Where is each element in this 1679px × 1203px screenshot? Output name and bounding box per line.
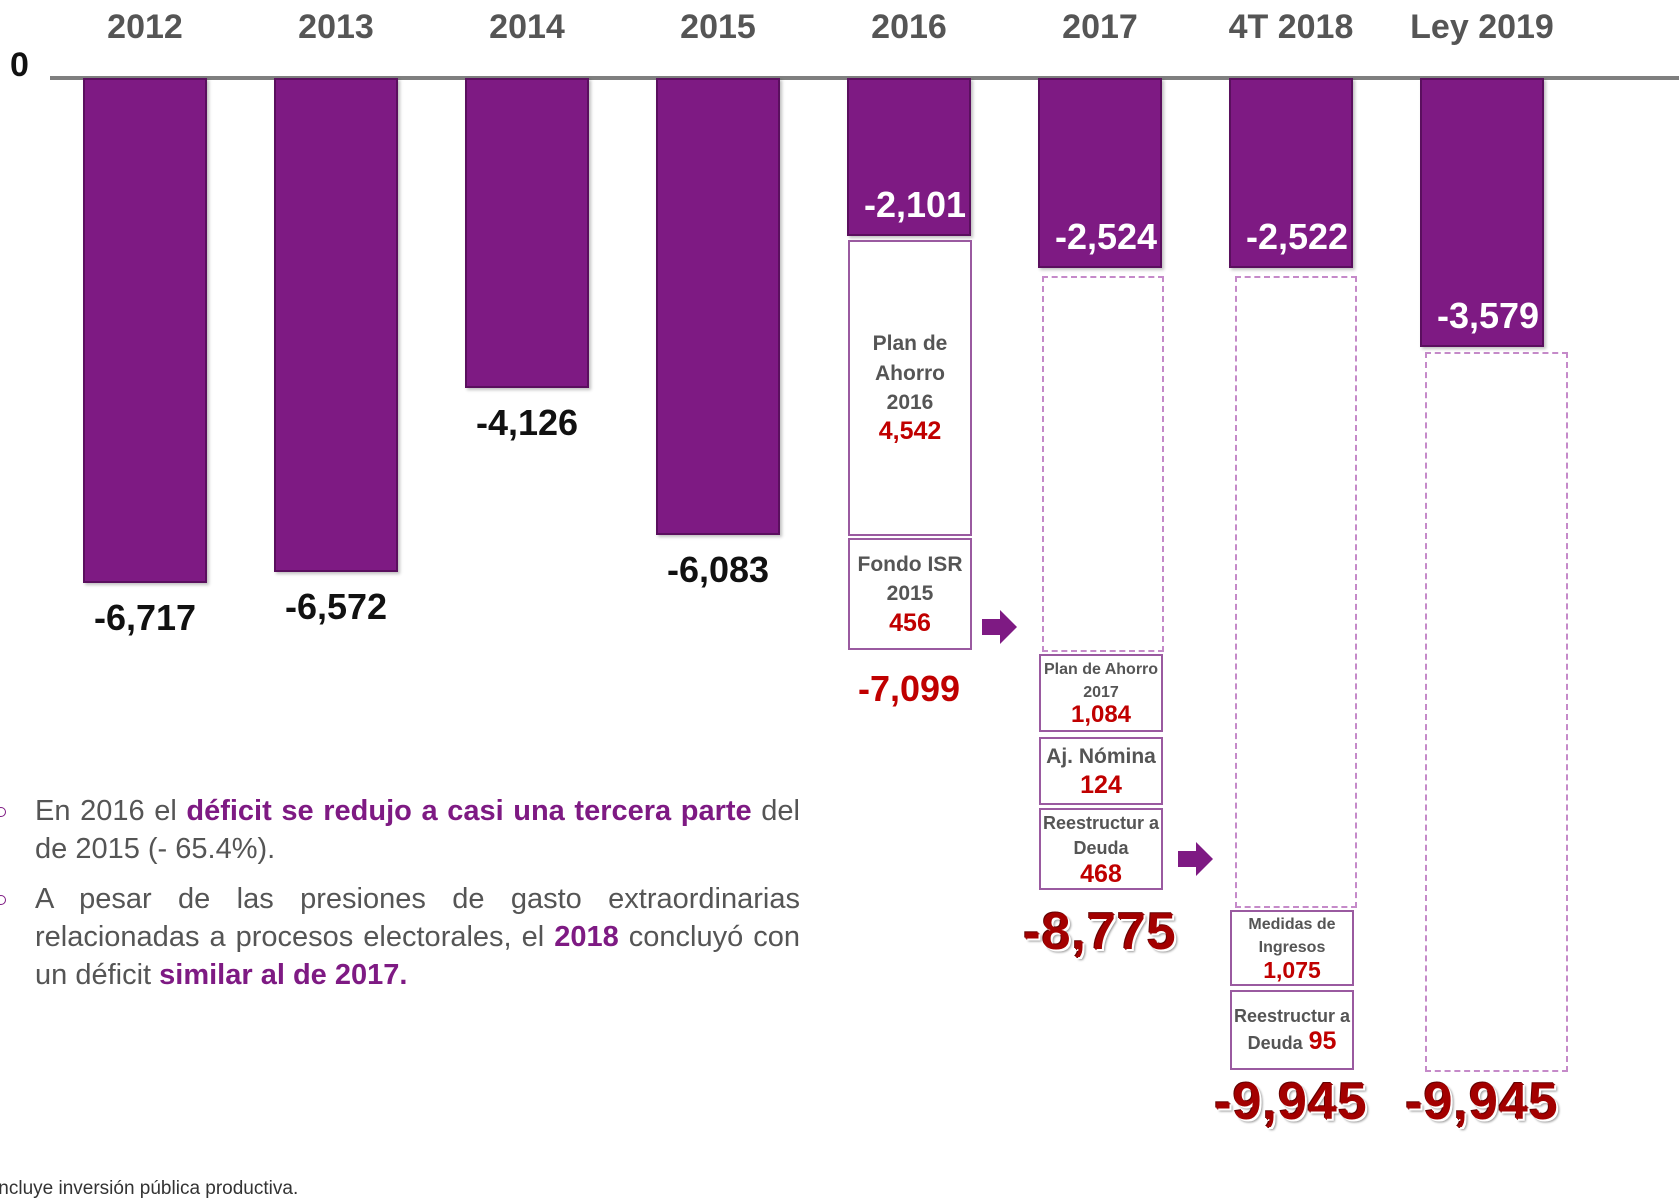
box-label: Fondo ISR 2015 [857, 552, 963, 606]
data-label: -2,524 [1054, 215, 1158, 257]
y-tick-label: 0 [10, 46, 29, 84]
bar [1229, 78, 1353, 268]
x-tick-label: 2017 [1062, 8, 1138, 46]
box-value: 456 [889, 608, 931, 637]
box-label: Reestructur a Deuda 95 [1233, 1005, 1351, 1055]
adjustment-box: Plan de Ahorro 2017 1,084 [1039, 654, 1163, 732]
bullet: A pesar de las presiones de gasto extrao… [35, 880, 800, 994]
text: A pesar de las presiones de gasto extrao… [35, 883, 800, 953]
box-value: 124 [1080, 771, 1122, 799]
x-tick-label: 2016 [871, 8, 947, 46]
data-label: -3,579 [1436, 295, 1540, 337]
bar [465, 78, 589, 389]
x-tick-label: 2014 [489, 8, 565, 46]
text: concluyó con un déficit [35, 921, 801, 991]
x-tick-label: 2013 [298, 8, 374, 46]
arrow [1000, 610, 1017, 644]
box-value: 468 [1080, 859, 1122, 888]
dashed-frame [1042, 276, 1164, 652]
arrow [1178, 851, 1196, 867]
adjustment-box: Reestructur a Deuda 468 [1039, 808, 1163, 890]
total-label: -9,945 [1214, 1073, 1368, 1131]
data-label: -6,083 [666, 549, 770, 591]
dashed-frame [1235, 276, 1357, 908]
data-label: -2,522 [1245, 215, 1349, 257]
box-label: Medidas de Ingresos [1248, 916, 1336, 956]
box-value: 4,542 [878, 417, 942, 446]
bar [274, 78, 398, 573]
bullet: En 2016 el déficit se redujo a casi una … [35, 792, 800, 868]
x-tick-label: 4T 2018 [1228, 8, 1354, 46]
bullet-marker [0, 807, 6, 817]
x-tick-label: Ley 2019 [1410, 8, 1554, 46]
total-label: -8,775 [1023, 903, 1177, 961]
bar [847, 78, 971, 236]
bar [1420, 78, 1544, 348]
text: déficit se redujo a casi una tercera par… [186, 795, 752, 827]
adjustment-box: Fondo ISR 2015 456 [848, 538, 972, 650]
box-label: Plan de Ahorro 2017 [1043, 661, 1159, 701]
bar [1038, 78, 1162, 268]
adjustment-box: Reestructur a Deuda 95 [1230, 990, 1354, 1070]
box-value: 95 [1308, 1027, 1337, 1055]
box-label: Plan de Ahorro 2016 [872, 332, 948, 414]
total-label: -9,945 [1405, 1073, 1559, 1131]
data-label: -2,101 [863, 183, 967, 225]
box-value: 1,084 [1070, 701, 1132, 729]
text: En 2016 el [35, 795, 187, 827]
footnote: Incluye inversión pública productiva. [0, 1178, 299, 1199]
text: del de 2015 (- 65.4%). [35, 795, 800, 865]
text: similar al de 2017. [159, 959, 408, 991]
x-tick-label: 2012 [107, 8, 183, 46]
box-value: 1,075 [1263, 957, 1321, 984]
arrow [982, 619, 1000, 635]
data-label: -6,572 [284, 586, 388, 628]
box-label: Aj. Nómina [1046, 744, 1156, 768]
dashed-frame [1425, 352, 1568, 1072]
bullet-marker [0, 895, 6, 905]
bar [83, 78, 207, 584]
x-tick-label: 2015 [680, 8, 756, 46]
adjustment-box: Aj. Nómina 124 [1039, 737, 1163, 805]
text: 2018 [554, 921, 619, 953]
arrow [1196, 842, 1213, 876]
data-label: -4,126 [475, 402, 579, 444]
total-label: -7,099 [857, 668, 961, 709]
adjustment-box: Medidas de Ingresos 1,075 [1230, 910, 1354, 986]
adjustment-box: Plan de Ahorro 2016 4,542 [848, 240, 972, 536]
box-label: Reestructur a Deuda [1042, 813, 1160, 859]
bar [656, 78, 780, 536]
data-label: -6,717 [93, 597, 197, 639]
